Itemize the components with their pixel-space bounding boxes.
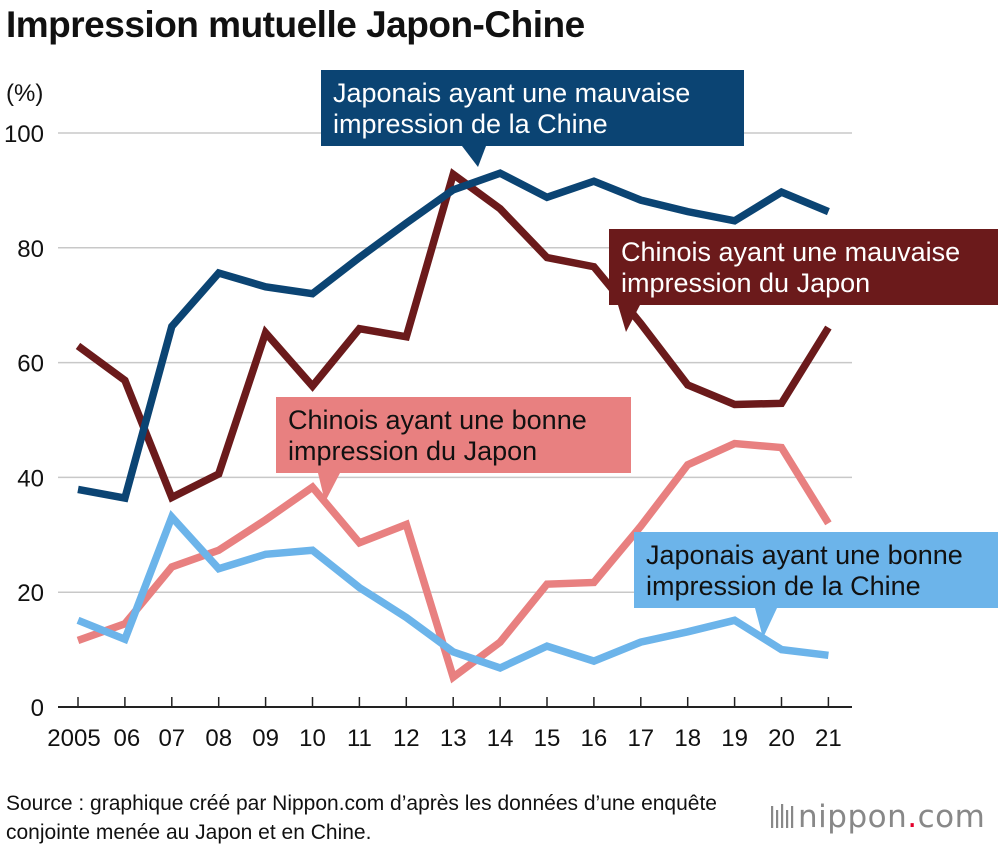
x-tick-label: 08 (205, 725, 232, 752)
x-tick-label: 17 (627, 725, 654, 752)
x-tick-label: 06 (114, 725, 141, 752)
x-tick-label: 18 (674, 725, 701, 752)
callout-pointer (462, 146, 486, 167)
callout-label-line: Japonais ayant une mauvaise (333, 78, 690, 108)
callout-pointer (755, 608, 777, 638)
x-tick-label: 12 (393, 725, 420, 752)
x-tick-label: 21 (815, 725, 842, 752)
y-tick-label: 100 (4, 121, 44, 148)
callout-pointer (318, 473, 340, 502)
callout-label-line: impression de la Chine (333, 109, 608, 139)
chart-title: Impression mutuelle Japon-Chine (6, 4, 585, 45)
x-axis: 2005 06 07 08 09 10 11 12 13 14 15 16 17 18 19 20 21 (47, 697, 852, 752)
x-tick-label: 16 (581, 725, 608, 752)
y-tick-label: 60 (17, 351, 44, 378)
callout-label-line: impression de la Chine (646, 571, 921, 601)
x-tick-label: 2005 (47, 725, 100, 752)
x-tick-label: 14 (487, 725, 514, 752)
x-tick-label: 09 (252, 725, 279, 752)
source-note: Source : graphique créé par Nippon.com d… (6, 792, 717, 844)
logo-text: nippon.com (798, 799, 985, 835)
y-tick-label: 20 (17, 580, 44, 607)
x-tick-label: 10 (299, 725, 326, 752)
series-lines (75, 168, 832, 684)
callout-label-line: Chinois ayant une bonne (288, 405, 587, 435)
y-axis-unit-label: (%) (6, 80, 44, 107)
nippon-mark-icon (771, 804, 794, 828)
callout-label-line: impression du Japon (621, 268, 870, 298)
callout-label-line: impression du Japon (288, 436, 537, 466)
x-tick-label: 20 (768, 725, 795, 752)
series-line-3 (76, 509, 829, 673)
callout-pointer (618, 305, 640, 332)
x-tick-label: 07 (158, 725, 185, 752)
callout-box (276, 397, 631, 473)
x-tick-label: 19 (721, 725, 748, 752)
series-line-0 (77, 169, 830, 503)
y-tick-label: 0 (31, 695, 44, 722)
logo-main: nippon (798, 799, 908, 835)
callout-box (321, 70, 744, 146)
callout-label-line: Japonais ayant une bonne (646, 540, 963, 570)
y-tick-label: 40 (17, 465, 44, 492)
x-tick-label: 13 (440, 725, 467, 752)
nippon-logo: nippon.com (768, 797, 985, 837)
series-line-1 (75, 168, 832, 503)
x-tick-label: 15 (534, 725, 561, 752)
logo-dot: . (907, 799, 918, 835)
callout-box (634, 532, 998, 608)
logo-suffix: com (917, 799, 986, 835)
callout-box (609, 229, 998, 305)
x-tick-label: 11 (347, 725, 372, 752)
callout-label-line: Chinois ayant une mauvaise (621, 237, 960, 267)
y-tick-label: 80 (17, 236, 44, 263)
